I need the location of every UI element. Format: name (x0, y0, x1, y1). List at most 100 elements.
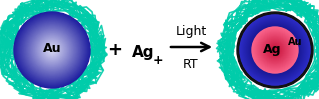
Circle shape (249, 23, 301, 77)
Circle shape (46, 43, 58, 57)
Circle shape (252, 27, 298, 73)
Circle shape (44, 42, 60, 58)
Circle shape (23, 21, 81, 79)
Circle shape (247, 22, 303, 78)
Circle shape (264, 39, 286, 61)
Circle shape (246, 21, 304, 79)
Circle shape (34, 32, 70, 68)
Circle shape (46, 44, 58, 56)
Circle shape (24, 22, 80, 78)
Circle shape (254, 29, 296, 71)
Circle shape (49, 47, 55, 53)
Circle shape (48, 46, 56, 54)
Circle shape (14, 12, 90, 88)
Circle shape (241, 15, 310, 85)
Circle shape (43, 41, 61, 59)
Circle shape (272, 47, 278, 53)
Circle shape (273, 48, 277, 52)
Circle shape (244, 19, 306, 81)
Circle shape (251, 26, 299, 74)
Circle shape (245, 20, 305, 80)
Circle shape (38, 36, 66, 64)
Circle shape (31, 29, 73, 71)
Circle shape (20, 18, 84, 82)
Circle shape (248, 23, 302, 77)
Text: RT: RT (183, 58, 199, 70)
Circle shape (21, 19, 83, 81)
Circle shape (17, 15, 87, 85)
Circle shape (253, 28, 297, 72)
Circle shape (248, 23, 302, 77)
Circle shape (36, 34, 68, 66)
Circle shape (42, 40, 62, 60)
Circle shape (36, 34, 68, 66)
Circle shape (19, 17, 85, 83)
Circle shape (26, 24, 78, 76)
Circle shape (249, 24, 301, 76)
Circle shape (244, 19, 306, 81)
Circle shape (271, 46, 278, 54)
Circle shape (241, 17, 308, 83)
Circle shape (242, 17, 308, 83)
Circle shape (261, 36, 289, 64)
Circle shape (250, 25, 300, 75)
Circle shape (39, 37, 65, 63)
Circle shape (32, 30, 72, 70)
Circle shape (259, 34, 291, 66)
Circle shape (45, 43, 59, 57)
Text: +: + (153, 55, 163, 68)
Circle shape (270, 45, 280, 55)
Circle shape (30, 28, 74, 72)
Circle shape (22, 20, 82, 80)
Circle shape (28, 26, 76, 74)
Circle shape (251, 26, 299, 74)
Circle shape (252, 27, 298, 73)
Circle shape (247, 22, 303, 78)
Circle shape (241, 16, 309, 84)
Circle shape (240, 15, 310, 85)
Circle shape (267, 42, 283, 58)
Circle shape (50, 48, 54, 52)
Text: Ag: Ag (132, 44, 154, 59)
Circle shape (249, 24, 301, 76)
Circle shape (246, 21, 304, 79)
Circle shape (19, 17, 85, 83)
Circle shape (25, 23, 79, 77)
Circle shape (237, 12, 313, 88)
Circle shape (16, 14, 88, 86)
Circle shape (15, 13, 89, 87)
Circle shape (40, 38, 64, 62)
Circle shape (252, 27, 298, 73)
Circle shape (241, 16, 309, 84)
Circle shape (243, 18, 307, 82)
Circle shape (29, 27, 75, 73)
Circle shape (242, 17, 308, 83)
Circle shape (243, 18, 307, 82)
Circle shape (26, 25, 78, 75)
Circle shape (256, 31, 293, 69)
Circle shape (244, 19, 307, 81)
Circle shape (256, 30, 294, 69)
Circle shape (27, 26, 77, 75)
Circle shape (255, 30, 295, 70)
Text: +: + (108, 41, 122, 59)
Text: Au: Au (288, 37, 302, 47)
Circle shape (271, 45, 279, 55)
Circle shape (265, 40, 285, 60)
Text: Au: Au (43, 41, 61, 55)
Circle shape (37, 35, 67, 65)
Circle shape (263, 38, 287, 62)
Circle shape (258, 33, 292, 67)
Circle shape (268, 43, 282, 57)
Circle shape (266, 41, 284, 59)
Text: Light: Light (175, 26, 207, 39)
Circle shape (269, 44, 281, 56)
Circle shape (33, 31, 71, 69)
Circle shape (274, 49, 276, 51)
Circle shape (18, 16, 86, 84)
Circle shape (257, 32, 293, 68)
Circle shape (41, 39, 63, 61)
Circle shape (246, 21, 304, 79)
Circle shape (263, 38, 286, 62)
Circle shape (260, 35, 290, 65)
